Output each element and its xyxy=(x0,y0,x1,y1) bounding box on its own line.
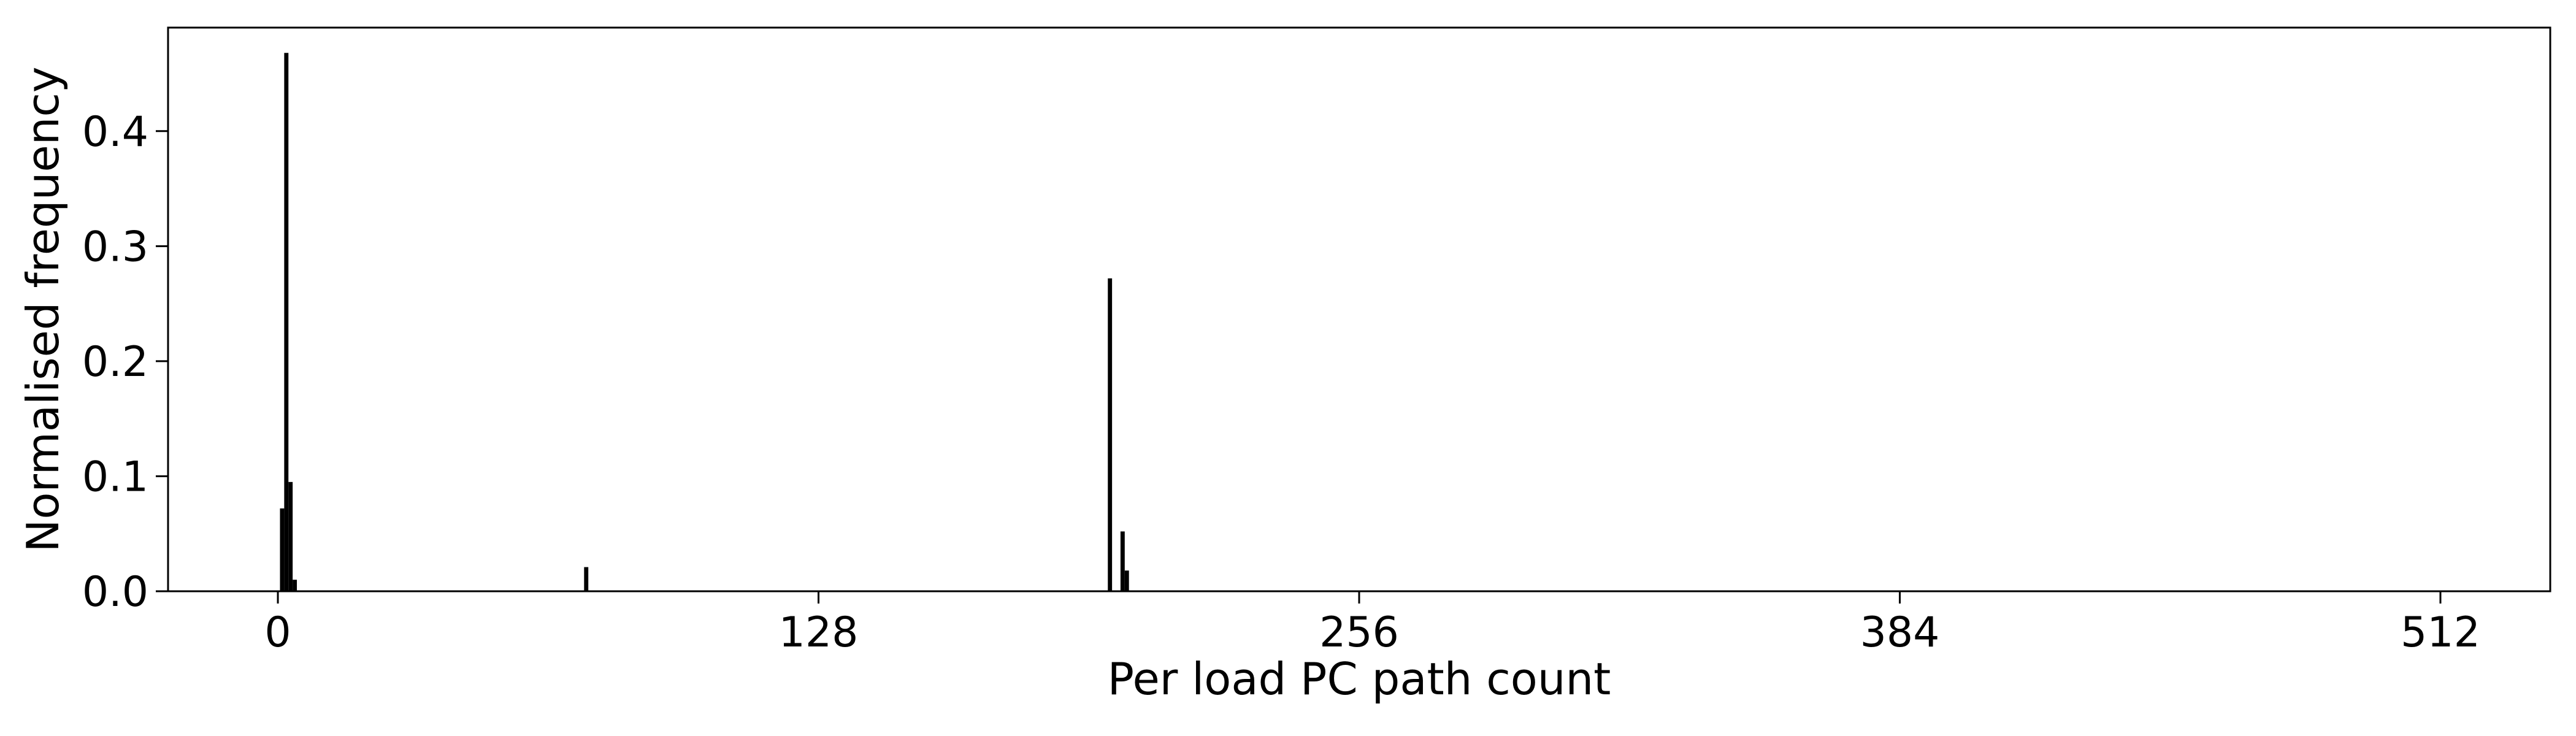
y-axis-label: Normalised frequency xyxy=(17,66,69,552)
x-tick-label: 512 xyxy=(2401,608,2480,657)
y-tick-label: 0.3 xyxy=(82,223,148,271)
y-tick-label: 0.0 xyxy=(82,568,148,616)
histogram-bar xyxy=(1124,570,1129,591)
histogram-bar xyxy=(288,481,293,591)
x-axis-label: Per load PC path count xyxy=(1108,653,1611,705)
x-tick-label: 0 xyxy=(264,608,291,657)
x-tick-label: 256 xyxy=(1319,608,1399,657)
plot-area xyxy=(167,26,2551,592)
histogram-bar xyxy=(1108,278,1113,591)
histogram-bar xyxy=(284,53,289,591)
y-tick-label: 0.4 xyxy=(82,108,148,156)
bars-group xyxy=(280,53,1129,591)
histogram-bar xyxy=(280,508,285,591)
histogram-bar xyxy=(584,567,589,591)
y-tick-label: 0.2 xyxy=(82,338,148,386)
histogram-bar xyxy=(293,580,297,591)
x-tick-label: 128 xyxy=(779,608,859,657)
plot-frame xyxy=(167,26,2551,592)
x-axis: 0 128 256 384 512 xyxy=(264,591,2480,657)
histogram-bar xyxy=(1120,531,1125,591)
y-axis: 0.0 0.1 0.2 0.3 0.4 xyxy=(82,108,168,616)
y-tick-label: 0.1 xyxy=(82,453,148,501)
x-tick-label: 384 xyxy=(1860,608,1940,657)
